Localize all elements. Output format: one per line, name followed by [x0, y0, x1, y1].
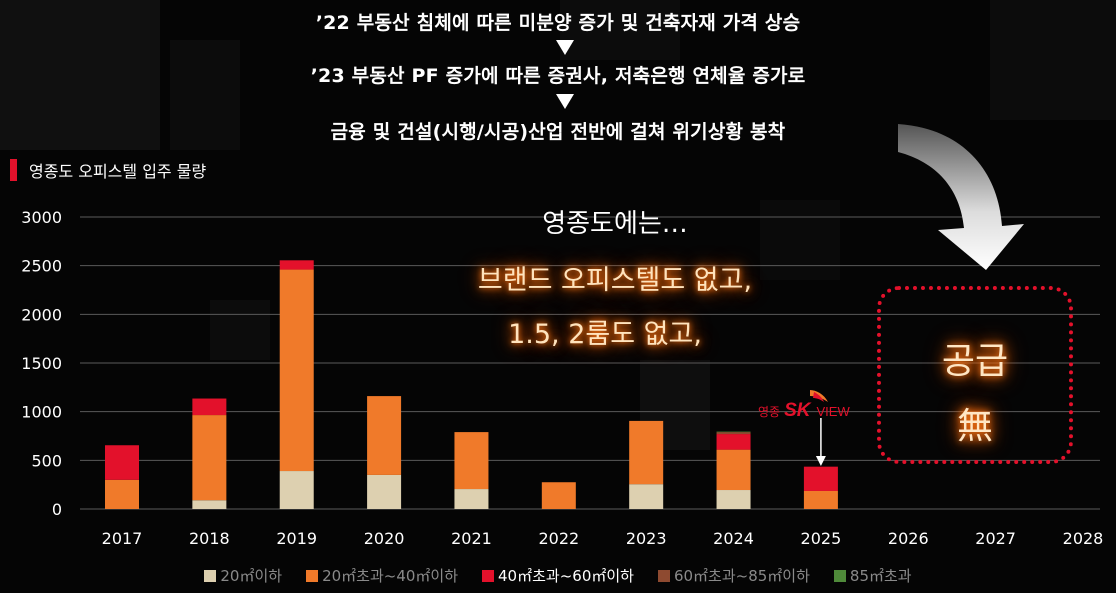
logo-suffix: VIEW: [816, 404, 850, 419]
pointer-arrow-icon: [815, 456, 826, 466]
bar-segment-2024-0: [716, 490, 751, 509]
supply-callout-box: [877, 286, 1073, 464]
sk-wing-icon: [810, 390, 828, 402]
x-tick-label: 2018: [189, 529, 230, 548]
section-title-text: 영종도 오피스텔 입주 물량: [29, 162, 207, 181]
bar-segment-2017-1: [105, 479, 139, 509]
bar-segment-2019-0: [279, 471, 314, 509]
bar-segment-2018-0: [192, 500, 227, 509]
x-tick-label: 2024: [713, 529, 754, 548]
x-tick-label: 2027: [975, 529, 1016, 548]
legend-swatch: [657, 569, 670, 582]
legend-label: 60㎡초과~85㎡이하: [673, 567, 810, 585]
bar-segment-2018-2: [192, 398, 227, 416]
x-tick-label: 2020: [364, 529, 405, 548]
bar-segment-2019-1: [279, 269, 314, 472]
sk-view-logo: 영종 SK VIEW: [758, 400, 850, 422]
section-title: 영종도 오피스텔 입주 물량: [10, 158, 206, 182]
headline-3: 금융 및 건설(시행/시공)산업 전반에 걸쳐 위기상황 봉착: [330, 121, 786, 143]
legend-label: 40㎡초과~60㎡이하: [498, 567, 634, 585]
legend-item-over85: 85㎡초과: [833, 565, 912, 586]
bar-segment-2023-0: [629, 484, 664, 509]
bar-segment-2024-2: [716, 434, 751, 450]
x-tick-label: 2017: [102, 529, 143, 548]
bar-segment-2025-1: [803, 490, 838, 509]
section-marker: [10, 159, 17, 181]
supply-label: 공급: [941, 341, 1009, 382]
legend-item-20to40: 20㎡초과~40㎡이하: [306, 565, 458, 586]
bar-segment-2024-3: [716, 432, 751, 435]
overlay-line-3: 1.5, 2룸도 없고,: [508, 319, 702, 350]
legend-label: 85㎡초과: [849, 567, 912, 585]
x-tick-label: 2025: [801, 529, 842, 548]
logo-prefix: 영종: [758, 405, 781, 419]
y-tick-label: 1500: [21, 354, 62, 373]
y-tick-label: 2000: [21, 305, 62, 324]
down-arrow-icon: [556, 40, 574, 55]
logo-brand: SK: [784, 400, 811, 421]
legend-item-40to60: 40㎡초과~60㎡이하: [482, 565, 634, 586]
supply-none-label: 無: [956, 406, 993, 447]
overlay-line-2: 브랜드 오피스텔도 없고,: [477, 265, 753, 296]
down-arrow-icon: [556, 94, 574, 109]
y-tick-label: 3000: [21, 208, 62, 227]
legend-item-60to85: 60㎡초과~85㎡이하: [657, 565, 810, 586]
y-tick-label: 1000: [21, 403, 62, 422]
bar-segment-2024-4: [716, 431, 751, 433]
bar-segment-2019-2: [279, 260, 314, 270]
chart-legend: 20㎡이하 20㎡초과~40㎡이하 40㎡초과~60㎡이하 60㎡초과~85㎡이…: [0, 565, 1116, 586]
headline-1: ’22 부동산 침체에 따른 미분양 증가 및 건축자재 가격 상승: [315, 12, 801, 34]
y-tick-label: 0: [52, 500, 62, 519]
bar-segment-2017-2: [105, 445, 139, 480]
overlay-line-1: 영종도에는…: [542, 209, 688, 239]
bar-segment-2020-1: [367, 396, 402, 475]
x-tick-label: 2021: [451, 529, 492, 548]
bar-segment-2021-1: [454, 432, 489, 490]
x-tick-label: 2022: [538, 529, 579, 548]
bar-segment-2024-1: [716, 449, 751, 491]
x-tick-label: 2026: [888, 529, 929, 548]
y-tick-label: 2500: [21, 257, 62, 276]
legend-label: 20㎡이하: [220, 567, 283, 585]
bar-segment-2023-1: [629, 420, 664, 485]
bar-segment-2020-0: [367, 474, 402, 509]
bar-segment-2025-2: [803, 466, 838, 491]
bar-segment-2021-0: [454, 489, 489, 509]
legend-swatch: [482, 569, 495, 582]
legend-swatch: [833, 569, 846, 582]
headline-2: ’23 부동산 PF 증가에 따른 증권사, 저축은행 연체율 증가로: [310, 65, 806, 87]
y-tick-label: 500: [31, 451, 62, 470]
bar-segment-2022-1: [541, 482, 576, 509]
legend-label: 20㎡초과~40㎡이하: [322, 567, 459, 585]
bar-segment-2018-1: [192, 415, 227, 501]
x-tick-label: 2019: [276, 529, 317, 548]
legend-swatch: [306, 569, 319, 582]
curved-arrow-icon: [898, 124, 1024, 270]
legend-item-under20: 20㎡이하: [204, 565, 282, 586]
x-tick-label: 2023: [626, 529, 667, 548]
x-tick-label: 2028: [1063, 529, 1104, 548]
legend-swatch: [204, 569, 217, 582]
